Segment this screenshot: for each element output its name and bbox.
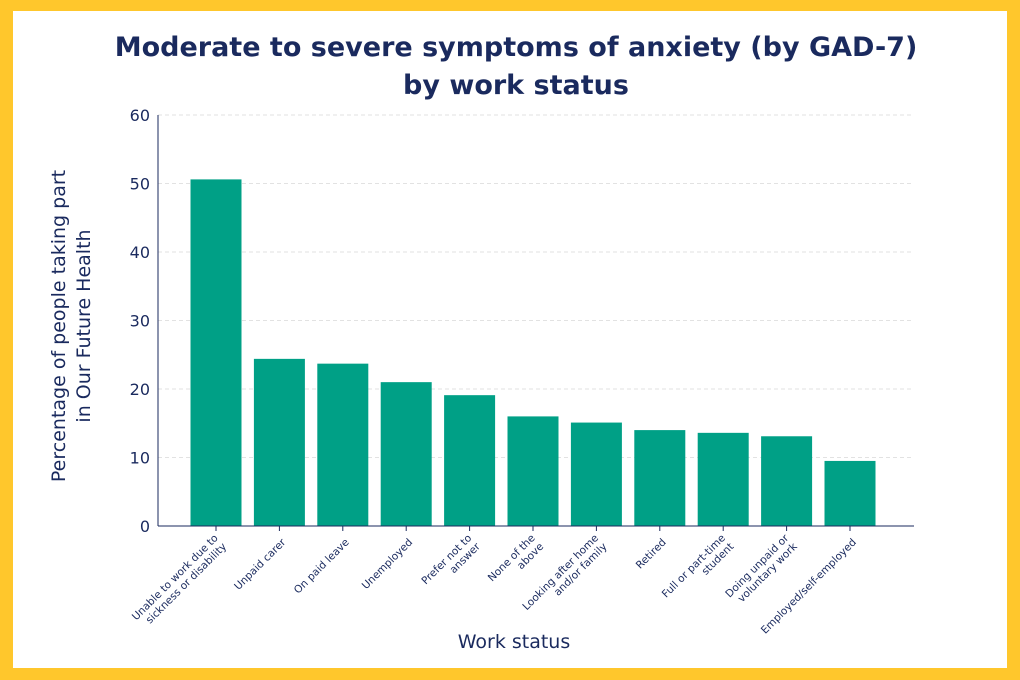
bar xyxy=(317,363,369,526)
y-axis-title: Percentage of people taking part in Our … xyxy=(48,170,95,482)
x-tick-label: Unemployed xyxy=(360,536,415,591)
bar xyxy=(380,382,432,526)
bar xyxy=(697,432,749,526)
bar xyxy=(824,460,876,526)
x-tick-label-line: On paid leave xyxy=(292,536,352,596)
bar xyxy=(570,422,622,526)
bar xyxy=(761,436,813,526)
x-tick-label-line: Retired xyxy=(634,536,669,571)
y-tick-label: 50 xyxy=(130,175,150,194)
chart-title-line-2: by work status xyxy=(403,70,629,101)
x-tick-label: Retired xyxy=(634,536,669,571)
bars xyxy=(190,179,876,526)
y-tick-label: 20 xyxy=(130,380,150,399)
x-tick-label: On paid leave xyxy=(292,536,352,596)
y-tick-label: 40 xyxy=(130,243,150,262)
bar xyxy=(507,416,559,526)
x-tick-label-line: Unemployed xyxy=(360,536,415,591)
chart-frame: Moderate to severe symptoms of anxiety (… xyxy=(13,11,1007,668)
y-axis-title-line-2: in Our Future Health xyxy=(73,229,95,422)
chart-title-line-1: Moderate to severe symptoms of anxiety (… xyxy=(115,32,918,63)
bar xyxy=(253,358,305,526)
y-tick-label: 30 xyxy=(130,312,150,331)
x-axis-title: Work status xyxy=(458,631,571,653)
bar xyxy=(444,395,496,526)
x-tick-label: Unpaid carer xyxy=(232,536,289,593)
bar xyxy=(190,179,242,526)
x-tick-label-line: sickness or disability xyxy=(144,541,230,627)
x-tick-label-line: Unpaid carer xyxy=(232,536,289,593)
y-tick-label: 60 xyxy=(130,106,150,125)
x-tick-label-line: Unable to work due to xyxy=(130,532,221,623)
bar-chart: Moderate to severe symptoms of anxiety (… xyxy=(48,32,918,653)
y-tick-label: 10 xyxy=(130,449,150,468)
bar xyxy=(634,430,686,526)
y-axis: 0 10 20 30 40 50 60 xyxy=(130,106,159,536)
y-tick-label: 0 xyxy=(140,517,150,536)
y-axis-title-line-1: Percentage of people taking part xyxy=(48,170,70,482)
